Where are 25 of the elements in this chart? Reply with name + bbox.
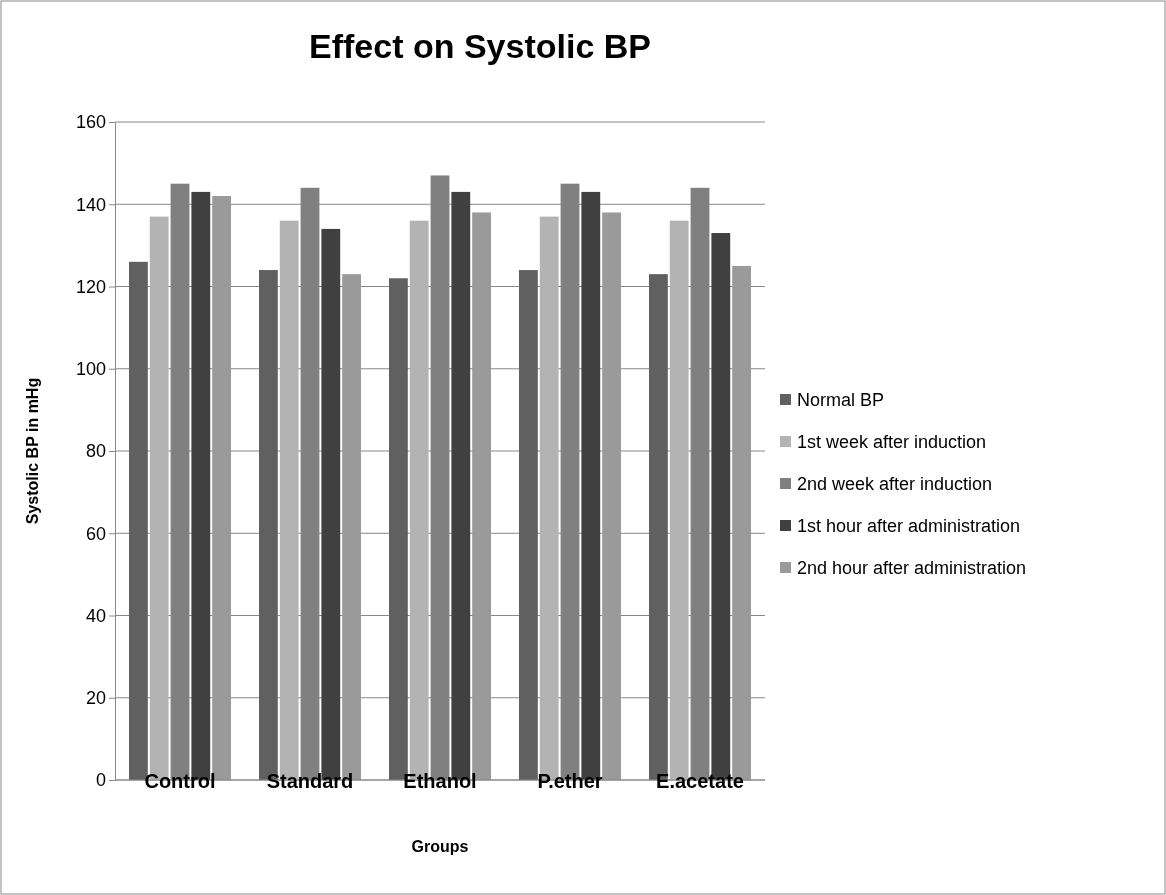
y-tick-label: 80 bbox=[85, 441, 106, 462]
legend-label: 1st week after induction bbox=[797, 432, 987, 452]
legend-label: 2nd week after induction bbox=[797, 474, 993, 494]
chart-title: Effect on Systolic BP bbox=[309, 27, 651, 65]
x-tick-label: Ethanol bbox=[403, 770, 477, 792]
y-tick-label: 0 bbox=[95, 770, 106, 791]
x-tick-label: P.ether bbox=[537, 770, 603, 792]
bar bbox=[602, 212, 621, 780]
bar bbox=[519, 270, 538, 780]
y-tick-label: 140 bbox=[75, 194, 106, 215]
y-tick-label: 20 bbox=[85, 688, 106, 709]
y-tick-label: 60 bbox=[85, 523, 106, 544]
x-tick-label: Standard bbox=[266, 770, 354, 792]
y-tick-label: 100 bbox=[75, 359, 106, 380]
legend-label: 1st hour after administration bbox=[797, 516, 1021, 536]
y-axis-title: Systolic BP in mHg bbox=[24, 377, 41, 525]
y-tick-label: 160 bbox=[75, 112, 106, 133]
x-tick-label: E.acetate bbox=[656, 770, 744, 792]
y-tick-label: 40 bbox=[85, 605, 106, 626]
legend-label: 2nd hour after administration bbox=[797, 558, 1027, 578]
bar bbox=[212, 196, 231, 780]
y-tick-label: 120 bbox=[75, 276, 106, 297]
legend-label: Normal BP bbox=[797, 390, 885, 410]
x-tick-label: Control bbox=[144, 770, 216, 792]
x-axis-title: Groups bbox=[411, 838, 469, 855]
